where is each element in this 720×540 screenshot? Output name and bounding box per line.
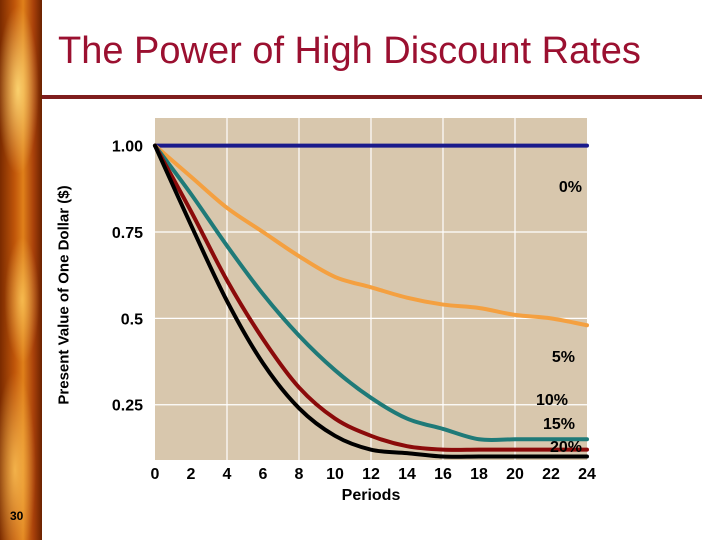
x-tick-label: 18 (470, 466, 488, 483)
x-tick-labels: 0 2 4 6 8 10 12 14 16 18 20 22 24 (151, 466, 596, 483)
x-tick-label: 0 (151, 466, 160, 483)
y-tick-label: 0.75 (112, 225, 143, 242)
x-tick-label: 16 (434, 466, 452, 483)
x-tick-label: 2 (187, 466, 196, 483)
series-line-10pct (153, 143, 589, 443)
x-tick-label: 22 (542, 466, 560, 483)
x-tick-label: 24 (578, 466, 596, 483)
series-lines (153, 143, 589, 459)
x-tick-label: 4 (223, 466, 232, 483)
series-label-0pct: 0% (559, 179, 582, 196)
decorative-sidebar (0, 0, 42, 540)
series-line-5pct (153, 143, 589, 328)
x-tick-label: 10 (326, 466, 344, 483)
series-label-15pct: 15% (543, 416, 575, 433)
y-tick-labels: 0.25 0.5 0.75 1.00 (112, 139, 143, 415)
series-line-15pct (153, 143, 589, 452)
x-axis-label: Periods (342, 487, 401, 504)
title-underline (42, 95, 702, 99)
series-label-5pct: 5% (552, 349, 575, 366)
series-label-10pct: 10% (536, 392, 568, 409)
series-line-20pct (153, 143, 589, 459)
x-tick-label: 20 (506, 466, 524, 483)
slide-title: The Power of High Discount Rates (58, 30, 641, 72)
series-label-20pct: 20% (550, 439, 582, 456)
y-tick-label: 1.00 (112, 139, 143, 156)
x-tick-label: 6 (259, 466, 268, 483)
x-tick-label: 8 (295, 466, 304, 483)
y-tick-label: 0.25 (112, 398, 143, 415)
x-tick-label: 12 (362, 466, 380, 483)
series-labels: 0% 5% 10% 15% 20% (536, 179, 582, 456)
x-tick-label: 14 (398, 466, 416, 483)
y-tick-label: 0.5 (121, 311, 143, 328)
page-number: 30 (10, 509, 24, 523)
